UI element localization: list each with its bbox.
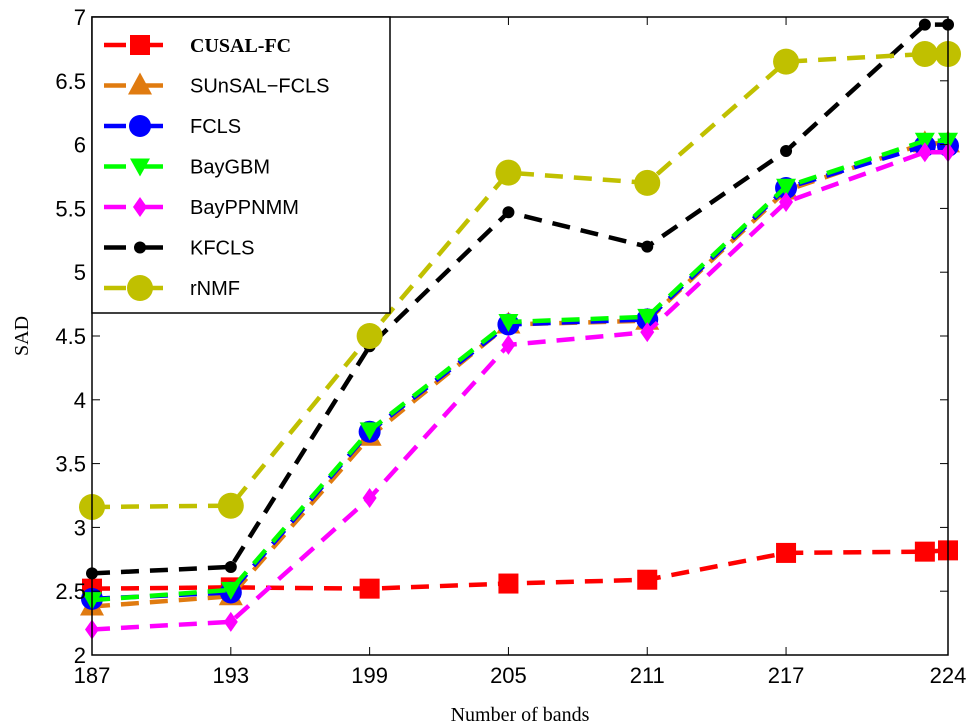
data-point (362, 488, 377, 509)
data-point (220, 581, 241, 600)
data-point (640, 322, 655, 343)
x-tick-label: 224 (930, 663, 967, 688)
data-point (634, 169, 661, 196)
legend-entry: BayGBM (104, 157, 270, 179)
data-point (641, 240, 654, 253)
legend-entry: rNMF (104, 275, 240, 301)
data-point (914, 132, 935, 151)
data-point (637, 569, 658, 590)
y-tick-label: 4 (74, 388, 86, 413)
legend-entry: BayPPNMM (104, 197, 299, 219)
legend-label: SUnSAL−FCLS (190, 76, 330, 98)
y-tick-label: 6 (74, 133, 86, 158)
data-point (495, 159, 522, 186)
series-line (91, 138, 948, 603)
legend-entry: CUSAL-FC (104, 35, 291, 57)
x-tick-label: 211 (630, 663, 665, 688)
data-point (359, 578, 380, 599)
data-point (776, 542, 797, 563)
legend-label: rNMF (190, 278, 240, 300)
legend-marker (130, 158, 150, 177)
data-point (911, 41, 938, 68)
x-tick-label: 205 (490, 663, 527, 688)
data-point (779, 192, 794, 213)
series-3 (82, 132, 958, 611)
legend-label: BayPPNMM (190, 197, 299, 219)
legend-marker (129, 115, 151, 137)
series-line (91, 51, 948, 510)
x-tick-label: 217 (768, 663, 805, 688)
series-line (91, 22, 948, 576)
series-line (91, 143, 948, 602)
y-tick-label: 4.5 (55, 324, 86, 349)
x-tick-label: 193 (212, 663, 249, 688)
y-tick-label: 2 (74, 643, 86, 668)
data-point (359, 422, 380, 441)
series-5 (86, 18, 954, 580)
data-point (918, 18, 931, 31)
data-point (223, 611, 238, 632)
series-6 (79, 41, 961, 520)
legend-marker (127, 275, 153, 301)
y-tick-label: 7 (74, 5, 86, 30)
y-tick-label: 6.5 (55, 69, 86, 94)
data-point (498, 313, 519, 332)
legend-label: BayGBM (190, 157, 270, 179)
data-point (498, 573, 519, 594)
legend-entry: KFCLS (104, 238, 254, 260)
x-tick-label: 199 (351, 663, 388, 688)
legend-marker (134, 241, 146, 254)
y-tick-label: 3.5 (55, 452, 86, 477)
data-point (773, 48, 800, 75)
y-tick-label: 5 (74, 260, 86, 285)
data-point (501, 334, 516, 355)
y-tick-label: 2.5 (55, 579, 86, 604)
data-point (776, 178, 797, 197)
legend-marker (130, 35, 150, 55)
data-point (224, 560, 237, 573)
data-point (217, 492, 244, 519)
legend-label: KFCLS (190, 238, 254, 260)
data-point (780, 144, 793, 157)
y-tick-label: 3 (74, 515, 86, 540)
series-line (91, 141, 948, 609)
legend-entry: SUnSAL−FCLS (104, 72, 330, 98)
axes: 2 2.5 3 3.5 4 4.5 5 5.5 6 6.5 7 187 193 199 205 211 217 2… (55, 5, 966, 688)
data-point (637, 308, 658, 327)
legend-entry: FCLS (104, 115, 241, 138)
legend-marker (133, 197, 147, 217)
data-point (917, 142, 932, 163)
y-tick-label: 5.5 (55, 196, 86, 221)
data-point (502, 206, 515, 219)
legend: CUSAL-FC SUnSAL−FCLS FCLS BayGBM BayPPNMM KFC… (91, 16, 391, 314)
x-tick-label: 187 (74, 663, 111, 688)
series-line (91, 548, 949, 591)
data-point (356, 323, 383, 349)
data-point (914, 541, 935, 562)
legend-label: CUSAL-FC (190, 35, 291, 57)
legend-label: FCLS (190, 116, 241, 138)
x-axis-title: Number of bands (451, 704, 590, 726)
legend-marker (128, 72, 152, 95)
y-axis-title: SAD (11, 316, 33, 356)
